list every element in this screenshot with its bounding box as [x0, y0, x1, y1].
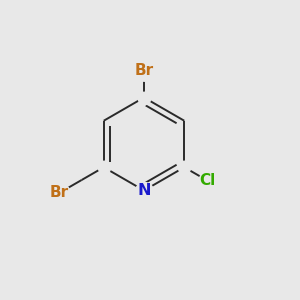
Text: Cl: Cl	[200, 173, 216, 188]
Text: N: N	[137, 183, 151, 198]
Text: Br: Br	[134, 63, 154, 78]
Text: Br: Br	[50, 185, 69, 200]
